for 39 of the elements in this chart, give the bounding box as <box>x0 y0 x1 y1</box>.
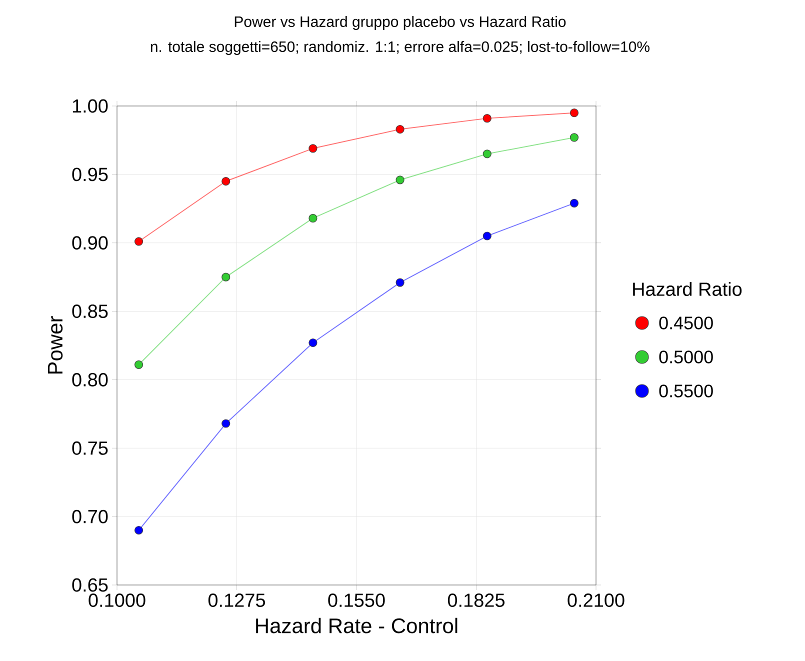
point <box>308 214 318 223</box>
point <box>570 133 579 142</box>
x-tick-label: 0.2100 <box>568 594 624 607</box>
x-tick-label: 0.1000 <box>88 594 146 607</box>
x-tick-label: 0.1550 <box>328 594 385 607</box>
point <box>222 419 230 428</box>
chart-title: Power vs Hazard gruppo placebo vs Hazard Ratio <box>234 16 566 30</box>
point <box>482 232 492 240</box>
chart-subtitle: n. totale soggetti=650; randomiz. 1:1; errore alfa=0.025; lost-to-follow=10% <box>150 41 650 55</box>
point <box>570 198 579 208</box>
legend-label: 0.5000 <box>659 350 713 364</box>
y-tick-label: 0.80 <box>72 372 108 386</box>
point <box>134 360 144 369</box>
point <box>308 338 318 348</box>
y-tick-label: 0.85 <box>72 304 108 318</box>
y-tick-label: 1.00 <box>72 99 108 113</box>
x-tick-label: 0.1825 <box>448 594 505 607</box>
x-tick-label: 0.1275 <box>208 594 266 607</box>
point <box>396 124 404 134</box>
point <box>222 272 230 282</box>
y-tick-label: 0.70 <box>72 510 108 524</box>
legend-label: 0.4500 <box>659 316 713 330</box>
point <box>396 176 404 184</box>
x-axis-title: Hazard Rate - Control <box>256 618 458 634</box>
point <box>308 144 318 153</box>
y-axis-title: Power <box>48 316 63 374</box>
y-tick-label: 0.65 <box>72 578 108 592</box>
point <box>482 150 492 158</box>
y-tick-label: 0.75 <box>72 441 108 455</box>
y-tick-label: 0.95 <box>72 168 108 182</box>
point <box>482 114 492 123</box>
y-tick-label: 0.90 <box>72 236 108 250</box>
point <box>222 176 230 186</box>
point <box>570 108 579 118</box>
legend-title: Hazard Ratio <box>633 282 742 296</box>
legend-label: 0.5500 <box>659 384 713 398</box>
point <box>134 237 144 246</box>
point <box>134 526 144 535</box>
point <box>396 278 404 287</box>
